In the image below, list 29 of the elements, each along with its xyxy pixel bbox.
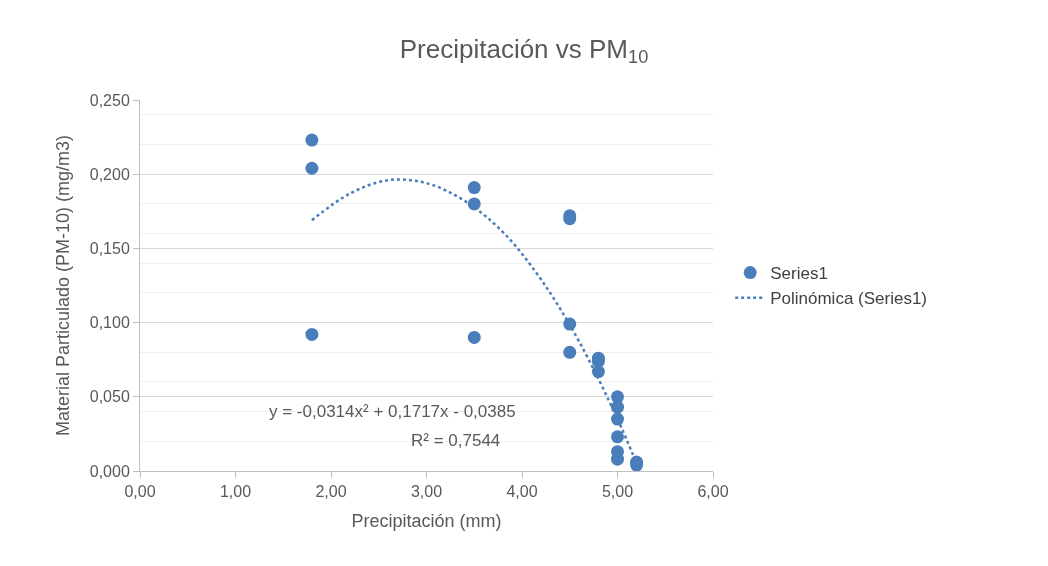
annotation: R² = 0,7544 [411, 431, 501, 450]
point [611, 430, 624, 444]
point [611, 400, 624, 414]
annotation: y = -0,0314x² + 0,1717x - 0,0385 [269, 402, 516, 421]
y-tick-label: 0,100 [89, 314, 130, 332]
legend-label: Polinómica (Series1) [770, 289, 928, 309]
x-tick-label: 3,00 [410, 483, 443, 501]
x-tick-label: 4,00 [506, 483, 538, 501]
point [611, 390, 624, 404]
x-tick-label: 0,00 [124, 483, 156, 501]
y-tick-label: 0,000 [89, 462, 130, 480]
point [467, 181, 481, 195]
legend-label: Series1 [770, 264, 828, 284]
point [467, 330, 481, 344]
point [563, 345, 577, 359]
point [305, 327, 319, 341]
point [305, 133, 319, 147]
chart-title: Precipitación vs PM$_{10}$ [399, 33, 649, 68]
x-tick-label: 6,00 [697, 483, 729, 501]
x-tick-label: 1,00 [219, 483, 252, 501]
x-tick-label: 2,00 [315, 483, 347, 501]
y-axis-title: Material Particulado (PM-10) (mg/m3) [52, 134, 73, 437]
y-tick-label: 0,250 [89, 91, 130, 109]
x-axis-title: Precipitación (mm) [351, 511, 502, 532]
y-tick-label: 0,200 [89, 165, 130, 183]
y-tick-label: 0,050 [89, 388, 130, 406]
point [305, 161, 319, 175]
y-tick-label: 0,150 [89, 240, 130, 257]
x-tick-label: 5,00 [601, 483, 634, 501]
